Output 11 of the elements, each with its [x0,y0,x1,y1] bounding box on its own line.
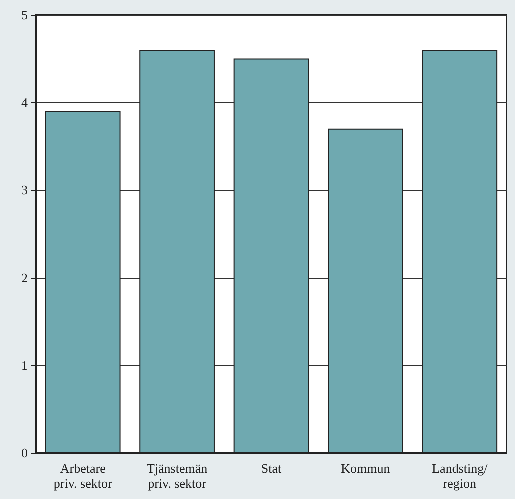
x-tick-label: Stat [261,461,282,476]
y-tick-label: 2 [22,270,28,286]
x-tick-label: Tjänstemän priv. sektor [146,461,208,491]
x-tick-label: Arbetare priv. sektor [54,461,113,491]
y-tick-label: 4 [22,95,28,110]
x-tick-label: Landsting/ region [432,461,488,491]
y-tick-label: 5 [22,8,28,22]
y-tick-label: 1 [22,358,28,373]
y-tick-label: 0 [22,446,28,460]
x-tick-label: Kommun [341,461,391,476]
y-tick-label: 3 [22,182,28,198]
